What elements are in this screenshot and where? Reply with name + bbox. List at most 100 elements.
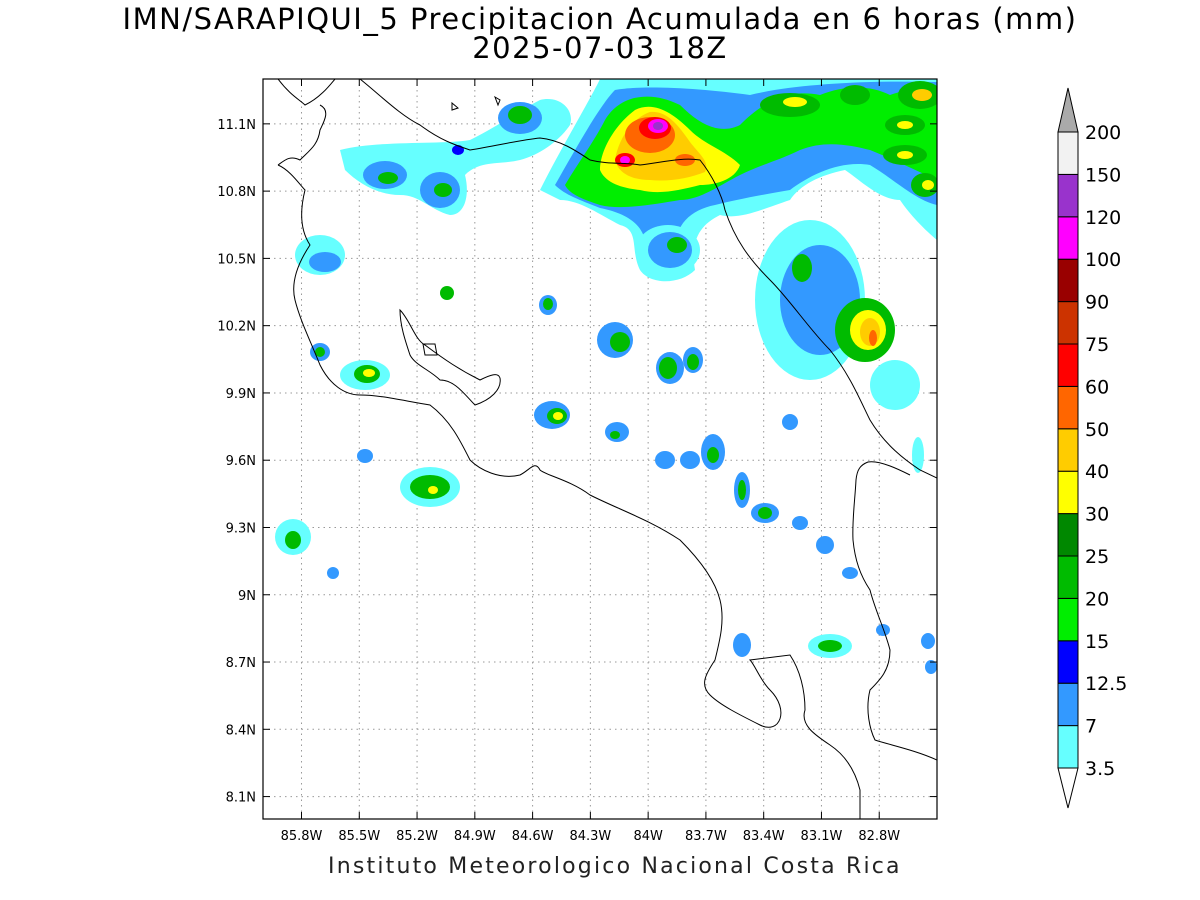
colorbar-swatch xyxy=(1057,173,1079,218)
precipitation-field xyxy=(275,79,937,674)
precip-ne-4y xyxy=(897,121,913,129)
colorbar-label: 3.5 xyxy=(1085,758,1115,780)
colorbar-label: 75 xyxy=(1085,334,1109,356)
island-north-2 xyxy=(494,95,501,107)
colorbar-label: 20 xyxy=(1085,588,1109,610)
precip-c-25g xyxy=(818,640,842,652)
precip-c-28 xyxy=(921,633,935,649)
colorbar-label: 90 xyxy=(1085,292,1109,314)
lon-tick-label: 83.1W xyxy=(801,829,843,844)
precip-c-17 xyxy=(357,449,373,463)
colorbar-swatch xyxy=(1057,513,1079,557)
precip-c-2b xyxy=(309,252,341,272)
precip-c-16g xyxy=(738,480,746,500)
colorbar-swatch xyxy=(1057,428,1079,472)
precip-c-7g xyxy=(687,354,699,370)
precip-c-23 xyxy=(842,567,858,579)
precip-c-15 xyxy=(782,414,798,430)
colorbar-label: 200 xyxy=(1085,122,1121,144)
precip-core-purple xyxy=(653,122,663,130)
lat-tick-label: 9.9N xyxy=(226,387,256,402)
lat-tick-label: 9.3N xyxy=(226,521,256,536)
precip-c-14g xyxy=(707,447,719,463)
map-frame xyxy=(262,78,938,820)
lon-tick-label: 85.5W xyxy=(338,829,380,844)
caribbean-coast xyxy=(359,79,937,479)
precip-nw-3g xyxy=(508,106,532,124)
lon-tick-label: 84W xyxy=(633,829,663,844)
gulf-nicoya xyxy=(399,308,501,406)
precip-e-4 xyxy=(870,360,920,410)
colorbar-swatch xyxy=(1057,725,1079,769)
colorbar-label: 150 xyxy=(1085,164,1121,186)
precip-c-30 xyxy=(912,437,924,473)
colorbar-max-arrow xyxy=(1057,87,1079,133)
lon-tick-label: 85.2W xyxy=(396,829,438,844)
precip-c-18y xyxy=(428,486,438,494)
lat-tick-label: 10.5N xyxy=(217,252,256,267)
precip-ne-3y xyxy=(912,89,932,101)
precip-c-24 xyxy=(327,567,339,579)
precip-nw-4 xyxy=(452,145,464,155)
precip-c-12 xyxy=(655,451,675,469)
colorbar-label: 40 xyxy=(1085,461,1109,483)
precip-c-20g xyxy=(285,531,301,549)
colorbar-swatch xyxy=(1057,682,1079,727)
colorbar-min-arrow xyxy=(1057,767,1079,809)
colorbar-label: 7 xyxy=(1085,716,1097,738)
precip-c-4g xyxy=(543,298,553,310)
colorbar-swatch xyxy=(1057,597,1079,642)
precip-c-6g xyxy=(659,357,677,379)
lat-tick-label: 8.1N xyxy=(226,791,256,806)
lon-tick-label: 84.9W xyxy=(454,829,496,844)
precip-e-2r xyxy=(869,330,877,346)
colorbar-label: 120 xyxy=(1085,207,1121,229)
precip-c-9y xyxy=(363,369,375,377)
lat-tick-label: 11.1N xyxy=(217,118,256,133)
colorbar-swatch xyxy=(1057,301,1079,345)
precip-ne-6y xyxy=(922,180,934,190)
precip-c-22 xyxy=(816,536,834,554)
panama-border xyxy=(852,461,937,761)
colorbar-swatch xyxy=(1057,216,1079,260)
coastlines xyxy=(277,79,937,819)
nicaragua-border-west xyxy=(277,79,336,106)
precip-c-29 xyxy=(925,660,937,674)
pacific-coast xyxy=(277,164,861,819)
precip-nw-1g xyxy=(378,172,398,184)
island-north xyxy=(451,101,460,111)
precip-c-5g xyxy=(610,332,630,352)
lat-tick-label: 9.6N xyxy=(226,454,256,469)
nicaragua-coast-west xyxy=(277,104,327,166)
precip-ne-1y xyxy=(783,97,807,107)
lat-tick-label: 10.2N xyxy=(217,320,256,335)
colorbar-label: 15 xyxy=(1085,631,1109,653)
precip-e-3 xyxy=(792,254,812,282)
colorbar-swatch xyxy=(1057,555,1079,599)
precip-c-21 xyxy=(792,516,808,530)
colorbar-swatch xyxy=(1057,131,1079,175)
lon-tick-label: 83.4W xyxy=(743,829,785,844)
precip-c-26 xyxy=(733,633,751,657)
map-title: IMN/SARAPIQUI_5 Precipitacion Acumulada … xyxy=(122,2,1078,36)
lat-tick-label: 8.4N xyxy=(226,723,256,738)
colorbar-label: 30 xyxy=(1085,504,1109,526)
lon-tick-label: 83.7W xyxy=(685,829,727,844)
precip-c-8g xyxy=(315,347,325,357)
precip-ne-2 xyxy=(840,85,870,105)
map-datetime: 2025-07-03 18Z xyxy=(472,31,728,65)
lat-tick-label: 9N xyxy=(238,589,256,604)
colorbar-swatch xyxy=(1057,470,1079,515)
precip-c-1g xyxy=(667,237,687,253)
colorbar-swatch xyxy=(1057,640,1079,684)
lon-tick-label: 84.6W xyxy=(512,829,554,844)
precip-ne-5y xyxy=(897,151,913,159)
footer-credit: Instituto Meteorologico Nacional Costa R… xyxy=(328,854,902,879)
precip-c-19g xyxy=(758,507,772,519)
precip-c-27 xyxy=(876,624,890,636)
lon-tick-label: 85.8W xyxy=(281,829,323,844)
lon-tick-label: 84.3W xyxy=(569,829,611,844)
axis-ticks: 85.8W 85.5W 85.2W 84.9W 84.6W 84.3W 84W 83.7W 83… xyxy=(217,79,937,844)
precip-c-3 xyxy=(440,286,454,300)
